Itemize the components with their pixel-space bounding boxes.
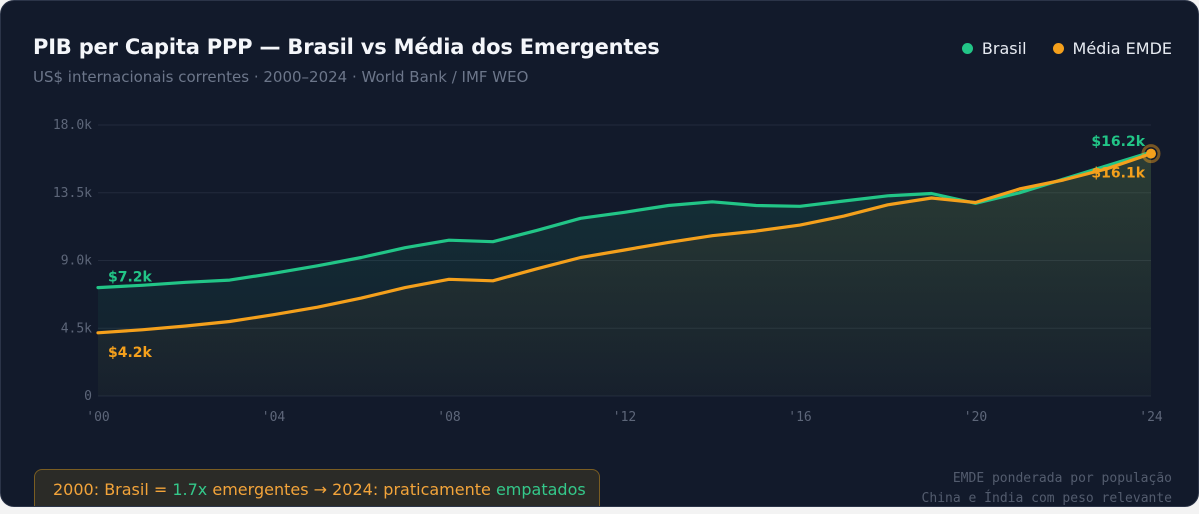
series-line-emde: [96, 152, 1153, 335]
y-tick-label: 18.0k: [53, 118, 92, 133]
callout-tied: empatados: [495, 480, 586, 499]
chart-subtitle: US$ internacionais correntes · 2000–2024…: [33, 68, 529, 86]
insight-callout: 2000: Brasil = 1.7x emergentes → 2024: p…: [34, 469, 600, 506]
callout-text-2: emergentes → 2024: praticamente: [207, 480, 496, 499]
x-tick-label: '12: [613, 410, 636, 425]
x-tick-label: '08: [437, 410, 460, 425]
data-label: $16.2k: [1091, 134, 1145, 150]
data-label: $16.1k: [1091, 166, 1145, 182]
data-labels: $7.2k $16.2k $4.2k $16.1k: [108, 134, 1146, 361]
line-chart: 0 4.5k 9.0k 13.5k 18.0k '00 '04 '08 '12 '16 '20 '24…: [53, 118, 1163, 425]
endpoint-marker: [1146, 148, 1156, 159]
chart-title: PIB per Capita PPP — Brasil vs Média dos…: [33, 35, 660, 59]
footnote-line-2: China e Índia com peso relevante: [921, 491, 1172, 506]
legend: Brasil Média EMDE: [961, 39, 1172, 58]
x-tick-label: '00: [86, 410, 109, 425]
y-tick-label: 13.5k: [53, 186, 92, 201]
areas: [98, 152, 1151, 396]
x-tick-label: '20: [964, 410, 987, 425]
area-emde: [98, 153, 1151, 396]
callout-text-1: 2000: Brasil =: [53, 480, 173, 499]
legend-label-brasil: Brasil: [981, 39, 1027, 58]
legend-label-emde: Média EMDE: [1072, 39, 1172, 58]
legend-item-emde: Média EMDE: [1052, 39, 1172, 58]
legend-swatch-emde: [1052, 43, 1064, 54]
data-label: $4.2k: [108, 345, 153, 361]
endpoint-halo: [1141, 144, 1161, 164]
y-tick-label: 9.0k: [61, 254, 92, 269]
y-tick-label: 0: [84, 389, 92, 404]
data-label: $7.2k: [108, 270, 153, 286]
callout-ratio: 1.7x: [172, 480, 208, 499]
footnote-line-1: EMDE ponderada por população: [952, 471, 1172, 486]
x-tick-label: '04: [262, 410, 286, 425]
legend-item-brasil: Brasil: [961, 39, 1027, 58]
y-tick-label: 4.5k: [61, 321, 92, 336]
x-tick-label: '24: [1139, 410, 1163, 425]
legend-swatch-brasil: [961, 43, 973, 54]
footnote: EMDE ponderada por população China e Índ…: [921, 469, 1172, 506]
lines: [96, 144, 1161, 335]
x-tick-label: '16: [788, 410, 811, 425]
